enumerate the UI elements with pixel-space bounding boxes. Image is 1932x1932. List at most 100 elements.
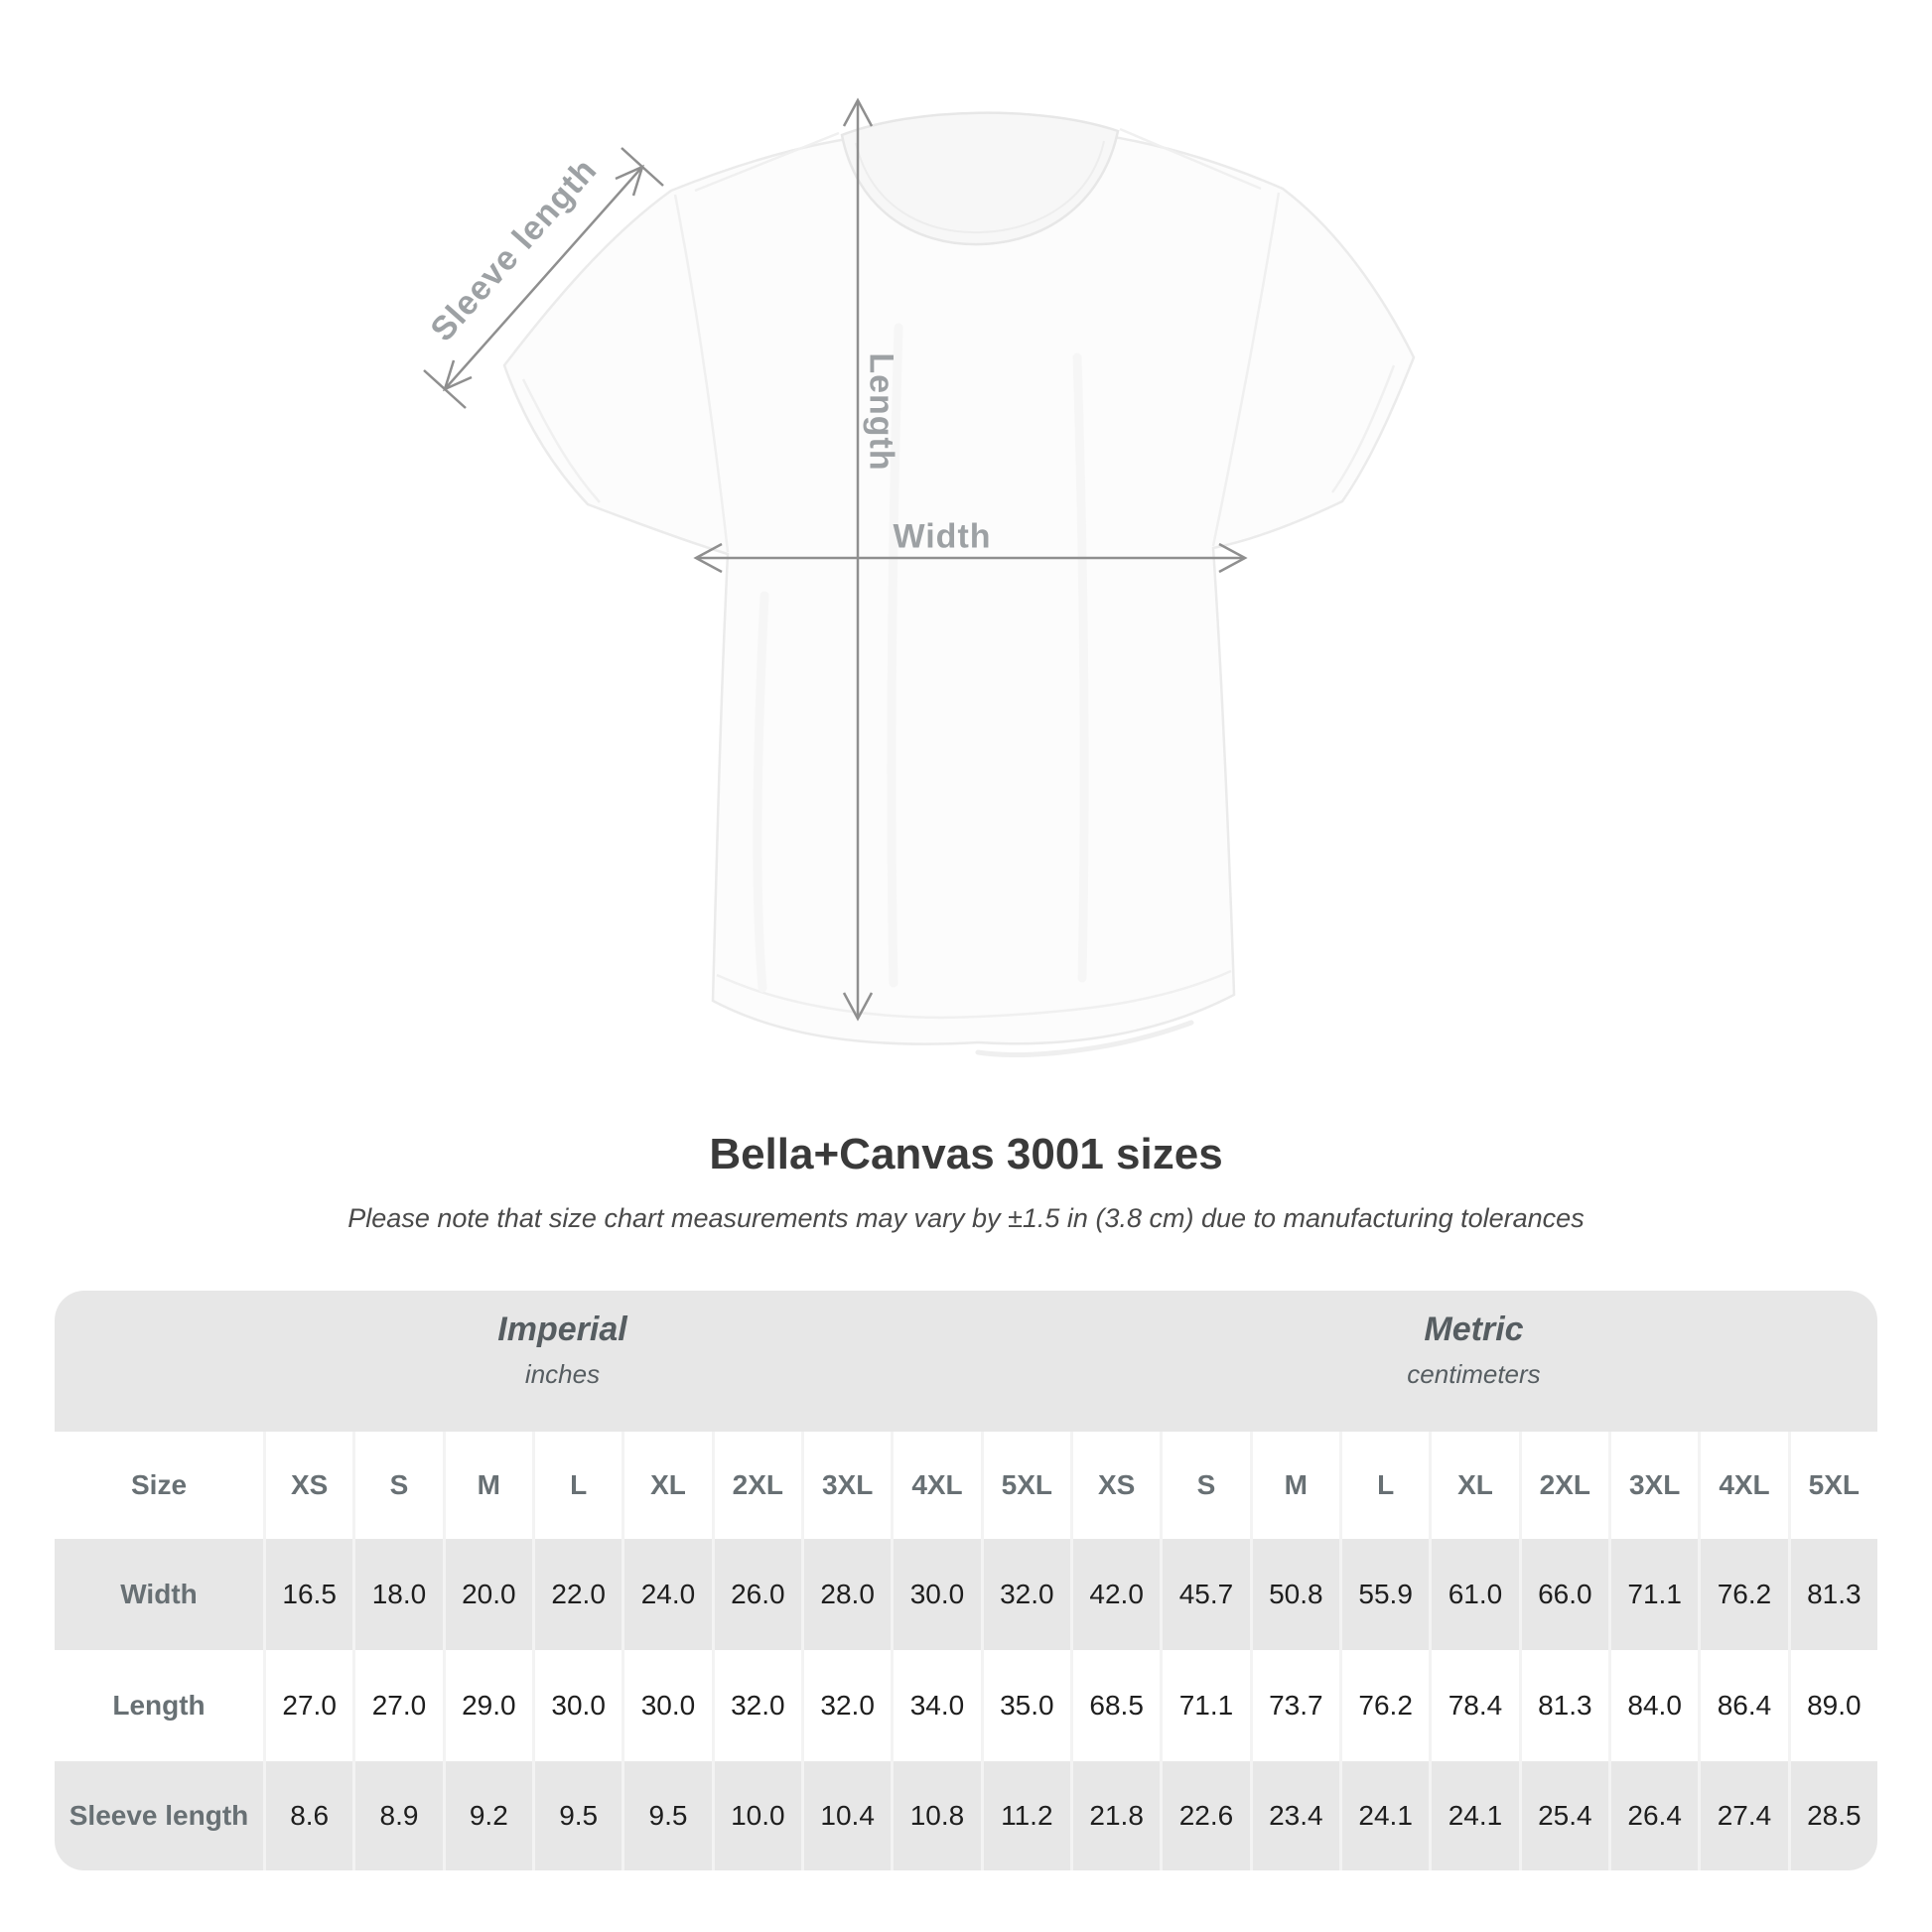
row-label: Sleeve length [69, 1800, 249, 1831]
measurement-value: 27.0 [263, 1650, 352, 1761]
measurement-value: 20.0 [442, 1539, 532, 1650]
measurement-value: 22.6 [1160, 1761, 1249, 1870]
measurement-value: 76.2 [1339, 1650, 1429, 1761]
tshirt-measurement-diagram: Sleeve length Length Width [423, 97, 1416, 1057]
measurement-value: 34.0 [891, 1650, 980, 1761]
measurement-value: 26.0 [711, 1539, 801, 1650]
measurement-value: 42.0 [1070, 1539, 1160, 1650]
measurement-value: 25.4 [1518, 1761, 1608, 1870]
size-col-header: M [442, 1432, 532, 1539]
size-header-row: Size XS S M L XL 2XL 3XL 4XL 5XL XS S M … [55, 1432, 1877, 1539]
size-col-header: 4XL [1698, 1432, 1787, 1539]
measurement-value: 27.0 [352, 1650, 442, 1761]
size-col-header: 3XL [1608, 1432, 1698, 1539]
measurement-value: 26.4 [1608, 1761, 1698, 1870]
metric-unit: centimeters [1407, 1359, 1541, 1389]
measurement-value: 71.1 [1160, 1650, 1249, 1761]
measurement-value: 29.0 [442, 1650, 532, 1761]
table-row-width: Width 16.5 18.0 20.0 22.0 24.0 26.0 28.0… [55, 1539, 1877, 1650]
row-label: Width [120, 1579, 198, 1609]
measurement-value: 8.9 [352, 1761, 442, 1870]
measurement-value: 81.3 [1518, 1650, 1608, 1761]
measurement-value: 32.0 [980, 1539, 1070, 1650]
size-col-header: 2XL [711, 1432, 801, 1539]
page-subtitle: Please note that size chart measurements… [347, 1203, 1585, 1233]
size-col-header: XS [1070, 1432, 1160, 1539]
size-col-header: S [352, 1432, 442, 1539]
measurement-value: 8.6 [263, 1761, 352, 1870]
measurement-value: 28.5 [1787, 1761, 1877, 1870]
size-col-header: 5XL [1787, 1432, 1877, 1539]
size-col-header: 3XL [801, 1432, 891, 1539]
measurement-arrows [423, 97, 1248, 1022]
table-row-sleeve-length: Sleeve length 8.6 8.9 9.2 9.5 9.5 10.0 1… [55, 1761, 1877, 1870]
measurement-value: 10.0 [711, 1761, 801, 1870]
measurement-value: 73.7 [1249, 1650, 1339, 1761]
measurement-value: 9.5 [621, 1761, 711, 1870]
size-col-header: 2XL [1518, 1432, 1608, 1539]
measurement-value: 9.2 [442, 1761, 532, 1870]
length-label: Length [862, 352, 900, 472]
measurement-value: 22.0 [532, 1539, 621, 1650]
measurement-value: 30.0 [891, 1539, 980, 1650]
measurement-value: 86.4 [1698, 1650, 1787, 1761]
tshirt-illustration [423, 97, 1416, 1057]
tshirt-seams [521, 127, 1396, 1020]
measurement-value: 89.0 [1787, 1650, 1877, 1761]
measurement-value: 23.4 [1249, 1761, 1339, 1870]
measurement-value: 16.5 [263, 1539, 352, 1650]
width-arrow [693, 542, 1248, 574]
size-col-header: XL [621, 1432, 711, 1539]
measurement-value: 78.4 [1429, 1650, 1518, 1761]
length-arrow [842, 97, 874, 1022]
tshirt-body [502, 125, 1416, 1045]
size-col-header: L [1339, 1432, 1429, 1539]
measurement-value: 61.0 [1429, 1539, 1518, 1650]
metric-label: Metric [1424, 1311, 1524, 1348]
unit-header-imperial: Imperial inches [55, 1291, 1070, 1432]
measurement-value: 24.0 [621, 1539, 711, 1650]
measurement-value: 66.0 [1518, 1539, 1608, 1650]
imperial-unit: inches [524, 1359, 601, 1389]
size-table: Imperial inches Metric centimeters Size … [55, 1291, 1877, 1870]
imperial-label: Imperial [497, 1311, 627, 1348]
unit-header-row: Imperial inches Metric centimeters [55, 1291, 1877, 1432]
size-col-header: S [1160, 1432, 1249, 1539]
measurement-value: 9.5 [532, 1761, 621, 1870]
measurement-value: 11.2 [980, 1761, 1070, 1870]
size-col-header: L [532, 1432, 621, 1539]
measurement-value: 24.1 [1429, 1761, 1518, 1870]
measurement-value: 35.0 [980, 1650, 1070, 1761]
measurement-value: 76.2 [1698, 1539, 1787, 1650]
width-label: Width [893, 517, 992, 556]
sleeve-length-arrow [423, 147, 664, 409]
measurement-value: 10.4 [801, 1761, 891, 1870]
size-col-header: XL [1429, 1432, 1518, 1539]
tshirt-collar-rib [855, 140, 1105, 234]
unit-header-metric: Metric centimeters [1070, 1291, 1877, 1432]
size-col-header: 4XL [891, 1432, 980, 1539]
measurement-value: 50.8 [1249, 1539, 1339, 1650]
measurement-value: 68.5 [1070, 1650, 1160, 1761]
size-col-header: 5XL [980, 1432, 1070, 1539]
measurement-value: 27.4 [1698, 1761, 1787, 1870]
measurement-value: 10.8 [891, 1761, 980, 1870]
tshirt-folds [753, 323, 1194, 1057]
measurement-value: 55.9 [1339, 1539, 1429, 1650]
size-col-header: XS [263, 1432, 352, 1539]
measurement-value: 81.3 [1787, 1539, 1877, 1650]
row-label: Size [130, 1469, 188, 1500]
measurement-value: 84.0 [1608, 1650, 1698, 1761]
table-row-length: Length 27.0 27.0 29.0 30.0 30.0 32.0 32.… [55, 1650, 1877, 1761]
measurement-value: 24.1 [1339, 1761, 1429, 1870]
measurement-value: 30.0 [532, 1650, 621, 1761]
measurement-value: 30.0 [621, 1650, 711, 1761]
size-col-header: M [1249, 1432, 1339, 1539]
tshirt-collar [840, 111, 1120, 246]
measurement-value: 18.0 [352, 1539, 442, 1650]
measurement-value: 32.0 [711, 1650, 801, 1761]
measurement-value: 45.7 [1160, 1539, 1249, 1650]
measurement-value: 32.0 [801, 1650, 891, 1761]
page-title: Bella+Canvas 3001 sizes [709, 1130, 1223, 1178]
